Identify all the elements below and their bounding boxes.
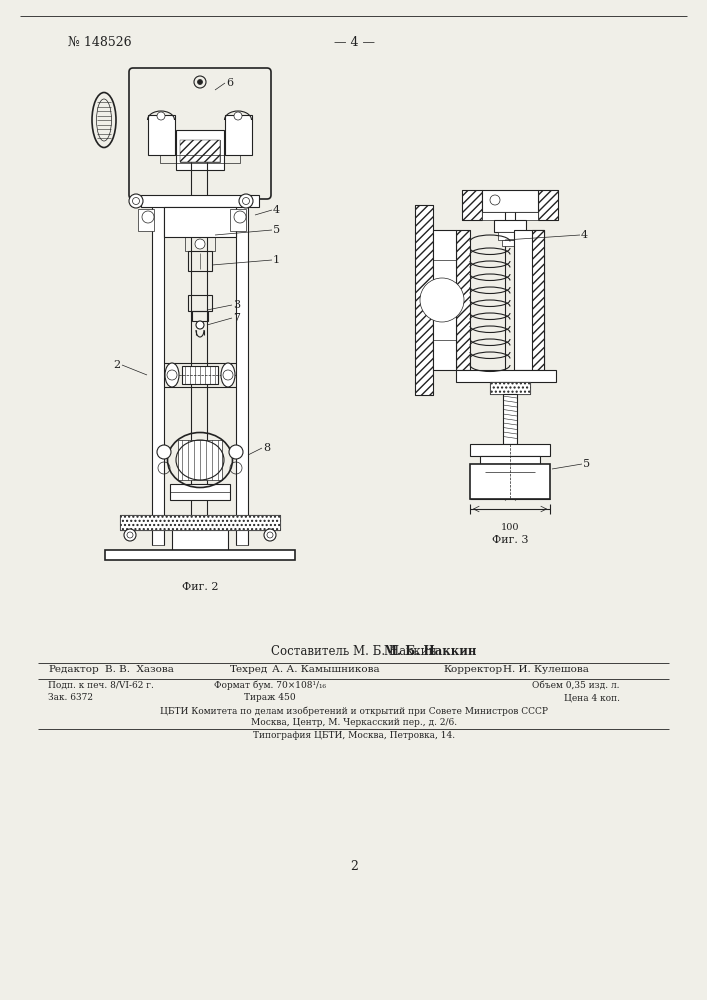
- Text: 4: 4: [581, 230, 588, 240]
- Circle shape: [229, 445, 243, 459]
- Bar: [456, 370, 556, 382]
- Text: М. Б. Наккин: М. Б. Наккин: [384, 645, 477, 658]
- Text: — 4 —: — 4 —: [334, 35, 375, 48]
- Bar: [514, 230, 544, 370]
- Bar: [462, 190, 482, 220]
- Bar: [182, 366, 218, 384]
- Text: 1: 1: [273, 255, 280, 265]
- Bar: [148, 115, 175, 155]
- Text: 5: 5: [583, 459, 590, 469]
- Text: Цена 4 коп.: Цена 4 коп.: [564, 693, 620, 702]
- Text: Корректор: Корректор: [443, 665, 502, 674]
- Bar: [192, 311, 208, 321]
- Text: 6: 6: [226, 78, 233, 88]
- Circle shape: [239, 194, 253, 208]
- Bar: [180, 140, 220, 162]
- Circle shape: [142, 211, 154, 223]
- Text: 8: 8: [263, 443, 270, 453]
- Ellipse shape: [165, 363, 179, 387]
- Text: 4: 4: [273, 205, 280, 215]
- Circle shape: [264, 529, 276, 541]
- Bar: [176, 130, 224, 170]
- Circle shape: [420, 278, 464, 322]
- Bar: [456, 230, 470, 370]
- Text: 3: 3: [233, 300, 240, 310]
- Circle shape: [195, 239, 205, 249]
- Bar: [152, 195, 164, 545]
- Bar: [141, 195, 259, 207]
- Text: Зак. 6372: Зак. 6372: [48, 693, 93, 702]
- Bar: [538, 190, 558, 220]
- Bar: [470, 464, 550, 499]
- Text: 100: 100: [501, 523, 519, 532]
- Bar: [170, 484, 230, 500]
- Bar: [188, 251, 212, 271]
- Bar: [172, 530, 228, 550]
- Circle shape: [196, 321, 204, 329]
- Circle shape: [124, 529, 136, 541]
- Bar: [480, 456, 540, 464]
- Text: ЦБТИ Комитета по делам изобретений и открытий при Совете Министров СССР: ЦБТИ Комитета по делам изобретений и отк…: [160, 706, 548, 716]
- Bar: [225, 115, 252, 155]
- Bar: [462, 190, 482, 220]
- Bar: [185, 237, 215, 251]
- Text: 5: 5: [273, 225, 280, 235]
- Bar: [498, 232, 522, 240]
- Bar: [120, 515, 280, 530]
- Bar: [230, 209, 246, 231]
- Bar: [178, 440, 222, 480]
- Circle shape: [132, 198, 139, 205]
- Circle shape: [157, 112, 165, 120]
- Circle shape: [157, 445, 171, 459]
- Text: В. В.  Хазова: В. В. Хазова: [105, 665, 174, 674]
- Circle shape: [234, 211, 246, 223]
- Bar: [415, 205, 433, 395]
- Text: А. А. Камышникова: А. А. Камышникова: [272, 665, 380, 674]
- Bar: [105, 550, 295, 560]
- Bar: [188, 295, 212, 311]
- Bar: [120, 515, 280, 530]
- Text: 7: 7: [233, 313, 240, 323]
- Bar: [532, 230, 544, 370]
- Circle shape: [243, 198, 250, 205]
- Text: Техред: Техред: [230, 665, 268, 674]
- Text: № 148526: № 148526: [68, 35, 132, 48]
- Text: Составитель М. Б. Наккин: Составитель М. Б. Наккин: [271, 645, 437, 658]
- Text: Объем 0,35 изд. л.: Объем 0,35 изд. л.: [532, 681, 620, 690]
- Text: Тираж 450: Тираж 450: [244, 693, 296, 702]
- Circle shape: [490, 195, 500, 205]
- Bar: [502, 240, 518, 246]
- Text: Н. И. Кулешова: Н. И. Кулешова: [503, 665, 589, 674]
- Circle shape: [197, 80, 202, 85]
- Bar: [164, 207, 236, 237]
- Text: Подп. к печ. 8/VI-62 г.: Подп. к печ. 8/VI-62 г.: [48, 681, 154, 690]
- Bar: [490, 382, 530, 394]
- Bar: [494, 220, 526, 232]
- Bar: [490, 382, 530, 394]
- Bar: [482, 212, 538, 220]
- Bar: [415, 205, 433, 395]
- Bar: [180, 140, 220, 162]
- Ellipse shape: [221, 363, 235, 387]
- Bar: [236, 195, 248, 545]
- Bar: [538, 190, 558, 220]
- Text: Формат бум. 70×108¹/₁₆: Формат бум. 70×108¹/₁₆: [214, 681, 326, 690]
- Text: Фиг. 2: Фиг. 2: [182, 582, 218, 592]
- Bar: [160, 155, 240, 163]
- Bar: [503, 394, 517, 444]
- Text: Редактор: Редактор: [48, 665, 99, 674]
- Bar: [433, 230, 456, 370]
- Bar: [138, 209, 154, 231]
- Text: Типография ЦБТИ, Москва, Петровка, 14.: Типография ЦБТИ, Москва, Петровка, 14.: [253, 731, 455, 740]
- Text: 2: 2: [350, 860, 358, 873]
- Bar: [532, 230, 544, 370]
- Text: Фиг. 3: Фиг. 3: [492, 535, 528, 545]
- Text: Москва, Центр, М. Черкасский пер., д. 2/6.: Москва, Центр, М. Черкасский пер., д. 2/…: [251, 718, 457, 727]
- Bar: [470, 444, 550, 456]
- Circle shape: [129, 194, 143, 208]
- Bar: [482, 190, 538, 212]
- Text: 2: 2: [113, 360, 120, 370]
- Bar: [456, 230, 470, 370]
- Circle shape: [234, 112, 242, 120]
